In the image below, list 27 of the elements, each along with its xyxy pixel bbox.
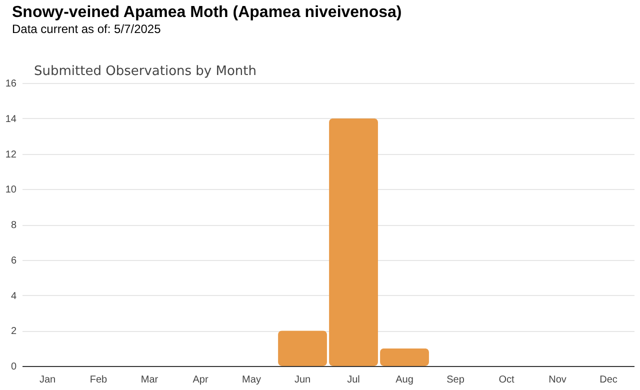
y-tick-label: 14 [5,114,17,125]
x-tick-label: Oct [498,374,514,386]
y-tick-label: 0 [10,362,17,372]
x-tick-label: Mar [140,374,159,386]
y-tick-label: 12 [5,149,17,160]
x-tick-label: Nov [548,374,566,386]
y-tick-label: 10 [5,184,17,196]
x-tick-label: Dec [600,374,618,386]
bar [380,348,429,366]
x-tick-label: May [242,374,261,386]
bar [329,118,378,366]
x-tick-label: Jan [39,374,56,386]
y-tick-label: 4 [10,290,17,302]
y-tick-label: 8 [10,220,17,231]
y-tick-label: 6 [10,255,17,266]
x-tick-label: Apr [192,374,209,386]
x-tick-label: Jun [294,374,311,386]
x-tick-label: Aug [396,374,414,386]
bar [278,330,327,366]
chart-subtitle: Data current as of: 5/7/2025 [12,22,162,36]
chart-title: Snowy-veined Apamea Moth (Apamea niveivenosa) [12,4,402,21]
x-tick-label: Sep [446,374,465,386]
y-tick-label: 16 [5,78,17,90]
text: Submitted Observations by Month [34,64,256,79]
x-tick-label: Jul [347,374,360,386]
y-tick-label: 2 [10,326,17,338]
x-tick-label: Feb [90,374,108,386]
